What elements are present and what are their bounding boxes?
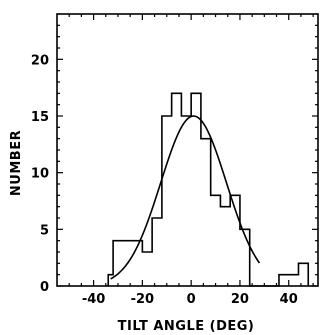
y-tick-label: 15 (31, 110, 49, 125)
x-axis-ticks: -40 -20 0 20 40 (68, 14, 314, 307)
histogram-bar (220, 207, 230, 286)
x-tick-label: -20 (131, 292, 155, 307)
x-axis-label: TILT ANGLE (DEG) (118, 319, 255, 334)
histogram-bar (211, 195, 221, 286)
histogram-bar (289, 275, 299, 286)
histogram-bar (191, 93, 201, 286)
plot-border (56, 13, 319, 287)
x-tick-label: 20 (231, 292, 249, 307)
histogram-bar (298, 263, 308, 286)
histogram-outline (107, 92, 310, 287)
y-axis-ticks: 0 5 10 15 20 (31, 13, 318, 295)
histogram-bar (279, 275, 289, 286)
fitted-curve-group (110, 115, 261, 280)
histogram-bar (142, 252, 152, 286)
x-tick-label: -40 (82, 292, 106, 307)
y-axis-label: NUMBER (9, 130, 24, 196)
fitted-curve (110, 115, 261, 280)
histogram-bar (152, 218, 162, 286)
histogram-bar (201, 139, 211, 286)
x-tick-label: 0 (187, 292, 196, 307)
histogram-bar (113, 241, 133, 286)
y-tick-label: 10 (31, 167, 49, 182)
histogram-bar (172, 93, 182, 286)
histogram-bar (181, 116, 191, 286)
histogram-bar (240, 229, 250, 286)
y-tick-label: 5 (40, 223, 49, 238)
y-tick-label: 0 (40, 280, 49, 295)
plot-frame (56, 13, 319, 287)
histogram-bar (162, 116, 172, 286)
histogram-bars (107, 92, 310, 287)
x-tick-label: 40 (280, 292, 298, 307)
y-tick-label: 20 (31, 53, 49, 68)
